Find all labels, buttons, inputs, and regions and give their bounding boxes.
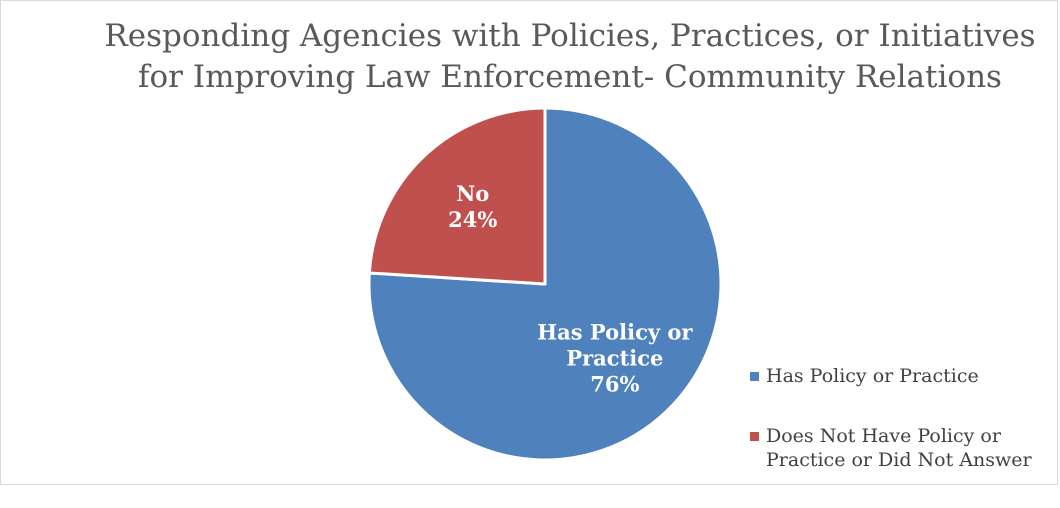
pie-chart: Has Policy or Practice 76% No 24% [367,106,723,462]
legend-label-has-policy: Has Policy or Practice [766,365,979,387]
chart-frame [0,0,1058,485]
chart-title: Responding Agencies with Policies, Pract… [0,16,1060,98]
data-label-has-policy-line-3: 76% [590,371,639,396]
data-label-no-policy: No 24% [448,181,497,232]
legend-swatch-has-policy [750,372,759,381]
data-label-no-policy-line-1: No [456,181,489,206]
data-label-no-policy-line-2: 24% [448,207,497,232]
pie-slice-has-policy [367,106,723,462]
data-label-has-policy-line-1: Has Policy or [537,319,693,344]
pie-slice-no-policy [367,106,547,286]
legend-swatch-no-policy [750,432,759,441]
legend-item-has-policy: Has Policy or Practice [750,364,1060,388]
legend-item-no-policy: Does Not Have Policy or Practice or Did … [750,424,1060,472]
chart-title-line-2: for Improving Law Enforcement- Community… [138,59,1002,95]
chart-title-line-1: Responding Agencies with Policies, Pract… [104,18,1036,54]
legend: Has Policy or Practice Does Not Have Pol… [750,364,1060,508]
data-label-has-policy-line-2: Practice [566,345,663,370]
data-label-has-policy: Has Policy or Practice 76% [537,319,693,396]
legend-label-no-policy-line-2: Practice or Did Not Answer [766,449,1032,471]
legend-label-no-policy-line-1: Does Not Have Policy or [766,425,1001,447]
